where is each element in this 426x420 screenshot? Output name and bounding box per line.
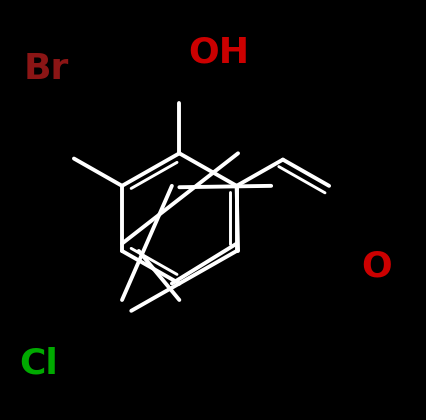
Text: OH: OH (187, 36, 248, 69)
Text: Br: Br (23, 52, 69, 86)
Text: O: O (360, 250, 391, 284)
Text: Cl: Cl (19, 346, 58, 380)
